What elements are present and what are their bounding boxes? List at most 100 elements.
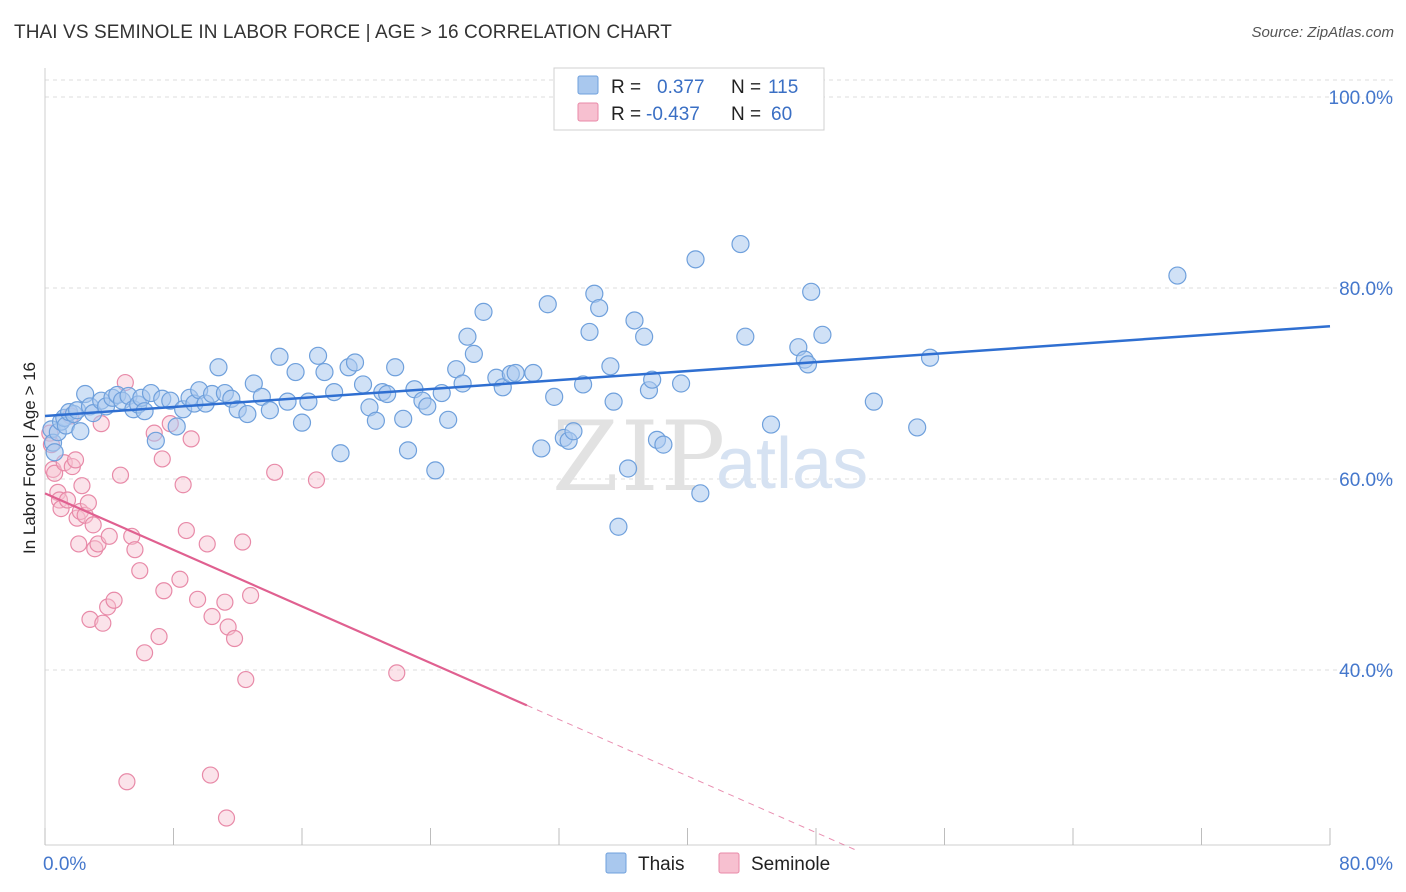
thai-point-78 bbox=[532, 439, 551, 458]
thai-point-90 bbox=[609, 517, 628, 536]
seminole-point-15 bbox=[73, 477, 91, 495]
thai-point-39 bbox=[238, 404, 257, 424]
legend-thai-swatch bbox=[577, 75, 599, 95]
thai-point-51 bbox=[331, 444, 350, 463]
thai-point-60 bbox=[394, 409, 413, 428]
seminole-point-55 bbox=[201, 766, 220, 784]
legend-seminole-n-label: N = bbox=[731, 104, 761, 125]
thai-point-50 bbox=[325, 382, 344, 402]
top-legend: R = 0.377 N = 115 R = -0.437 N = 60 bbox=[553, 67, 825, 131]
seminole-point-17 bbox=[79, 494, 97, 512]
seminole-point-32 bbox=[135, 644, 154, 662]
thai-point-76 bbox=[506, 363, 525, 383]
thai-point-91 bbox=[618, 459, 638, 478]
thai-point-35 bbox=[209, 358, 228, 377]
thai-point-40 bbox=[244, 374, 263, 393]
seminole-point-52 bbox=[307, 471, 326, 489]
legend-seminole-swatch bbox=[577, 102, 599, 122]
thai-point-103 bbox=[761, 415, 781, 434]
thai-trend-line bbox=[44, 324, 1331, 418]
seminole-point-53 bbox=[388, 664, 406, 682]
thai-point-93 bbox=[635, 327, 654, 346]
thai-point-102 bbox=[736, 327, 755, 346]
thai-point-70 bbox=[458, 327, 477, 346]
thai-point-72 bbox=[474, 302, 493, 321]
thai-point-65 bbox=[426, 461, 445, 480]
seminole-point-48 bbox=[233, 533, 252, 551]
seminole-point-24 bbox=[99, 598, 117, 616]
thai-point-58 bbox=[378, 384, 397, 404]
seminole-point-27 bbox=[111, 466, 130, 484]
watermark: ZIP atlas bbox=[552, 401, 868, 513]
seminole-point-13 bbox=[70, 535, 88, 553]
thai-point-2 bbox=[45, 443, 64, 462]
thai-point-25 bbox=[146, 431, 165, 450]
thai-point-10 bbox=[71, 422, 90, 441]
thai-point-101 bbox=[731, 234, 750, 254]
y-axis-title: In Labor Force | Age > 16 bbox=[20, 362, 39, 554]
thai-point-98 bbox=[671, 374, 691, 393]
seminole-point-39 bbox=[174, 476, 192, 494]
thai-point-112 bbox=[1168, 266, 1187, 285]
thai-point-77 bbox=[524, 363, 543, 383]
seminole-point-54 bbox=[118, 773, 136, 791]
thai-point-88 bbox=[601, 357, 620, 376]
seminole-point-51 bbox=[266, 463, 284, 481]
seminole-point-35 bbox=[153, 450, 171, 468]
seminole-point-56 bbox=[217, 809, 236, 827]
thai-point-67 bbox=[439, 410, 458, 429]
seminole-point-31 bbox=[131, 562, 149, 580]
thai-point-28 bbox=[167, 417, 186, 436]
seminole-point-50 bbox=[242, 586, 260, 605]
x-tick-label-1: 80.0% bbox=[1339, 854, 1393, 875]
seminole-point-44 bbox=[203, 607, 221, 626]
chart-title: THAI VS SEMINOLE IN LABOR FORCE | AGE > … bbox=[14, 22, 672, 43]
y-tick-label-1: 80.0% bbox=[1339, 279, 1393, 300]
thai-point-47 bbox=[299, 392, 318, 411]
legend-thai-n-value: 115 bbox=[768, 77, 798, 98]
thai-point-100 bbox=[691, 484, 710, 503]
legend-thai-r-label: R = bbox=[611, 77, 641, 98]
bottom-legend-thais-label: Thais bbox=[638, 854, 684, 875]
trend-layer bbox=[44, 324, 1331, 851]
thai-point-109 bbox=[864, 392, 883, 411]
thai-point-107 bbox=[802, 282, 821, 301]
thai-point-89 bbox=[604, 392, 623, 411]
y-tick-label-2: 60.0% bbox=[1339, 470, 1393, 491]
legend-seminole-r-label: R = bbox=[611, 104, 641, 125]
bottom-legend-seminole-label: Seminole bbox=[751, 854, 830, 875]
axes-layer bbox=[44, 68, 1331, 846]
source-label: Source: ZipAtlas.com bbox=[1251, 24, 1394, 41]
thai-point-92 bbox=[625, 311, 644, 330]
seminole-point-19 bbox=[84, 516, 102, 534]
seminole-point-38 bbox=[171, 570, 189, 588]
thai-point-71 bbox=[464, 344, 483, 363]
legend-thai-n-label: N = bbox=[731, 77, 761, 98]
thai-point-54 bbox=[353, 375, 373, 394]
seminole-point-34 bbox=[150, 627, 168, 646]
thai-point-53 bbox=[345, 353, 365, 372]
seminole-point-3 bbox=[46, 464, 64, 482]
thai-point-42 bbox=[260, 401, 279, 420]
thai-point-87 bbox=[590, 298, 609, 318]
thai-point-48 bbox=[308, 346, 328, 365]
seminole-points bbox=[41, 373, 406, 827]
thai-point-69 bbox=[453, 374, 472, 393]
seminole-point-30 bbox=[126, 541, 144, 559]
seminole-point-20 bbox=[86, 540, 104, 558]
legend-seminole-r-value: -0.437 bbox=[646, 104, 700, 125]
thai-point-56 bbox=[366, 411, 385, 430]
thai-point-44 bbox=[278, 392, 297, 411]
thai-point-106 bbox=[798, 355, 818, 374]
watermark-atlas: atlas bbox=[716, 424, 868, 504]
seminole-trend-line bbox=[44, 492, 528, 707]
thai-point-97 bbox=[654, 435, 673, 454]
thai-point-84 bbox=[573, 375, 593, 394]
seminole-point-42 bbox=[188, 590, 207, 608]
y-tick-label-0: 100.0% bbox=[1329, 88, 1394, 109]
thai-point-110 bbox=[908, 418, 927, 437]
seminole-point-18 bbox=[81, 610, 99, 628]
thai-point-46 bbox=[292, 413, 312, 432]
y-tick-label-3: 40.0% bbox=[1339, 661, 1393, 682]
